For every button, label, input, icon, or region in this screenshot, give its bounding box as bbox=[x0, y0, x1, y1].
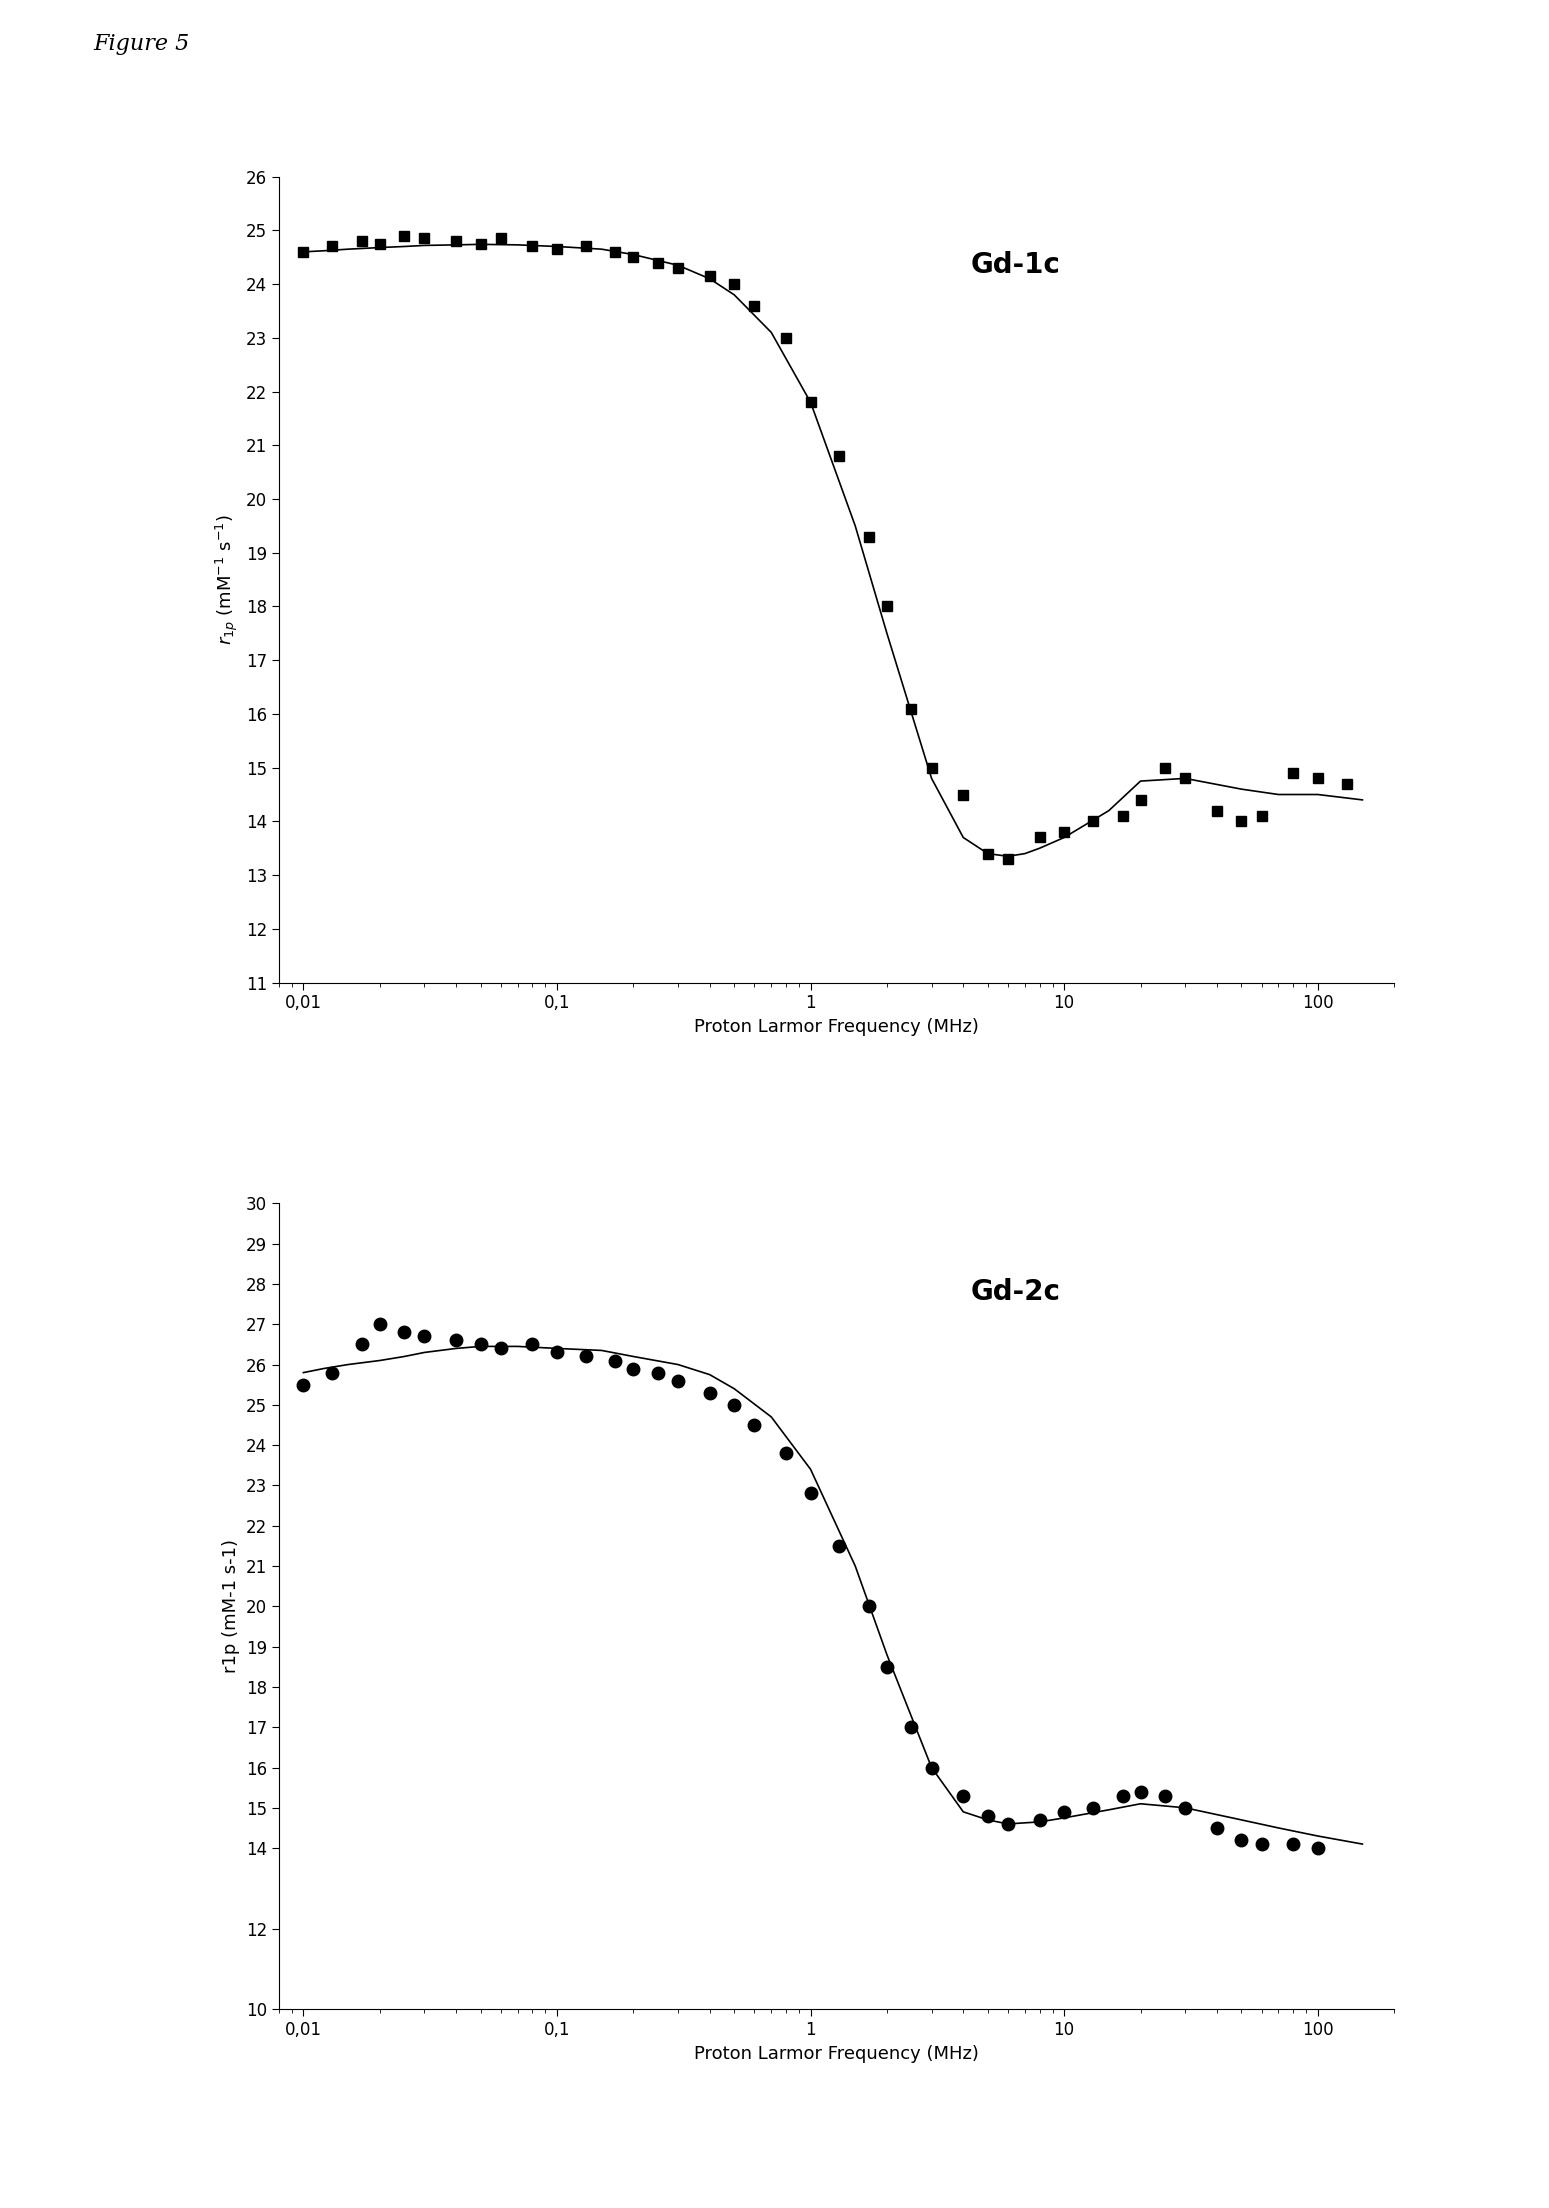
Y-axis label: r1p (mM-1 s-1): r1p (mM-1 s-1) bbox=[222, 1539, 240, 1674]
Text: Gd-2c: Gd-2c bbox=[970, 1278, 1061, 1307]
Y-axis label: $r_{1p}$ (mM$^{-1}$ s$^{-1}$): $r_{1p}$ (mM$^{-1}$ s$^{-1}$) bbox=[214, 514, 240, 645]
Text: Gd-1c: Gd-1c bbox=[970, 252, 1060, 280]
X-axis label: Proton Larmor Frequency (MHz): Proton Larmor Frequency (MHz) bbox=[694, 1018, 979, 1036]
X-axis label: Proton Larmor Frequency (MHz): Proton Larmor Frequency (MHz) bbox=[694, 2045, 979, 2062]
Text: Figure 5: Figure 5 bbox=[93, 33, 189, 55]
